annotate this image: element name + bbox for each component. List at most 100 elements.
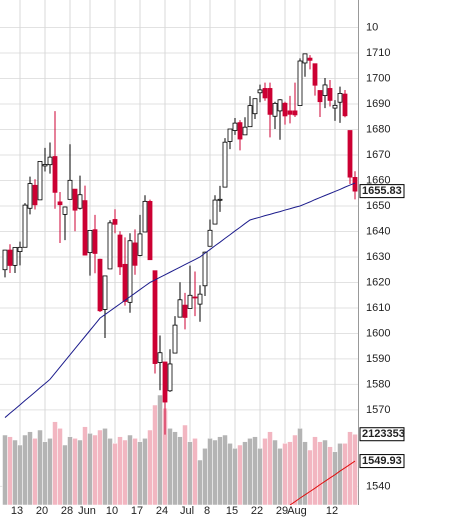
candle-body — [332, 104, 338, 109]
candle-body — [257, 89, 263, 94]
candle-body — [222, 141, 228, 188]
x-tick-label: 13 — [11, 505, 23, 517]
x-tick-label: 17 — [131, 505, 143, 517]
candle-body — [72, 188, 78, 211]
candle-body — [242, 126, 248, 136]
candle-body — [42, 164, 48, 167]
volume-bar — [272, 439, 278, 505]
candle-body — [117, 234, 123, 268]
volume-bar — [182, 424, 188, 505]
candle-body — [37, 161, 43, 201]
volume-bar — [7, 436, 13, 505]
volume-bar — [257, 448, 263, 505]
volume-bar — [232, 448, 238, 505]
volume-bar — [282, 443, 288, 505]
candle-body — [232, 122, 238, 131]
volume-bar — [82, 426, 88, 505]
volume-bar — [337, 443, 343, 505]
candle-body — [187, 294, 193, 309]
candle-body — [167, 363, 173, 392]
volume-bar — [192, 438, 198, 505]
volume-bar — [72, 438, 78, 505]
value-box — [359, 427, 405, 442]
candle-body — [2, 249, 8, 271]
plot-area — [2, 53, 358, 505]
x-tick-label: 8 — [204, 505, 210, 517]
candle-body — [287, 110, 293, 115]
candle-body — [157, 352, 163, 363]
volume-bar — [262, 438, 268, 505]
x-tick-label: Jun — [78, 505, 96, 517]
volume-bar — [147, 429, 153, 505]
volume-bar — [12, 439, 18, 505]
candle-body — [197, 293, 203, 305]
candle-body — [152, 270, 158, 364]
volume-bar — [37, 429, 43, 505]
volume-bar — [32, 438, 38, 505]
x-tick-label: Aug — [287, 505, 307, 517]
candle-body — [62, 206, 68, 215]
candle-body — [322, 84, 328, 96]
x-tick-label: 12 — [326, 505, 338, 517]
candle-body — [7, 249, 13, 266]
volume-bar — [267, 431, 273, 505]
value-label: 2123353 — [362, 428, 405, 440]
volume-bar — [322, 439, 328, 505]
candle-body — [202, 251, 208, 287]
y-tick-label: 1610 — [366, 302, 390, 314]
candle-body — [297, 60, 303, 106]
candle-body — [192, 296, 198, 299]
candle-body — [52, 156, 58, 193]
candle-body — [132, 242, 138, 266]
y-tick-label: 1630 — [366, 251, 390, 263]
volume-bar — [342, 443, 348, 505]
volume-bar — [97, 429, 103, 505]
candle-body — [347, 130, 353, 178]
volume-bar — [347, 431, 353, 505]
volume-bar — [47, 438, 53, 505]
volume-bar — [27, 431, 33, 505]
y-tick-label: 1570 — [366, 404, 390, 416]
candle-body — [302, 53, 308, 64]
volume-bar — [17, 444, 23, 505]
y-tick-label: 1690 — [366, 98, 390, 110]
candle-body — [267, 88, 273, 115]
candle-body — [82, 200, 88, 256]
candle-body — [182, 304, 188, 318]
candle-body — [252, 98, 258, 115]
candle-body — [282, 102, 288, 117]
volume-bar — [167, 428, 173, 505]
candle-body — [212, 199, 218, 225]
volume-bar — [217, 436, 223, 505]
candle-body — [317, 90, 323, 103]
candle-body — [137, 233, 143, 256]
volume-bar — [197, 459, 203, 505]
volume-bar — [122, 439, 128, 505]
volume-bar — [87, 433, 93, 505]
labels: 1017101700169016801670166016501640163016… — [11, 21, 405, 516]
volume-bar — [152, 404, 158, 505]
candle-body — [47, 156, 53, 166]
volume-bar — [102, 428, 108, 505]
candle-body — [17, 246, 23, 253]
volume-bar — [157, 394, 163, 505]
candle-body — [352, 177, 358, 192]
candle-body — [247, 105, 253, 128]
candle-body — [337, 93, 343, 103]
volume-bar — [277, 448, 283, 505]
candle-body — [277, 99, 283, 112]
candle-body — [142, 200, 148, 233]
x-tick-label: 22 — [251, 505, 263, 517]
volume-bar — [127, 434, 133, 505]
volume-bar — [242, 441, 248, 505]
volume-bar — [92, 434, 98, 505]
y-tick-label: 1680 — [366, 123, 390, 135]
candle-body — [77, 194, 83, 209]
value-box — [359, 184, 405, 199]
candle-body — [57, 201, 63, 206]
candle-body — [122, 263, 128, 302]
y-tick-label: 1670 — [366, 149, 390, 161]
volume-bar — [62, 444, 68, 505]
volume-bar — [177, 436, 183, 505]
volume-bar — [132, 438, 138, 505]
